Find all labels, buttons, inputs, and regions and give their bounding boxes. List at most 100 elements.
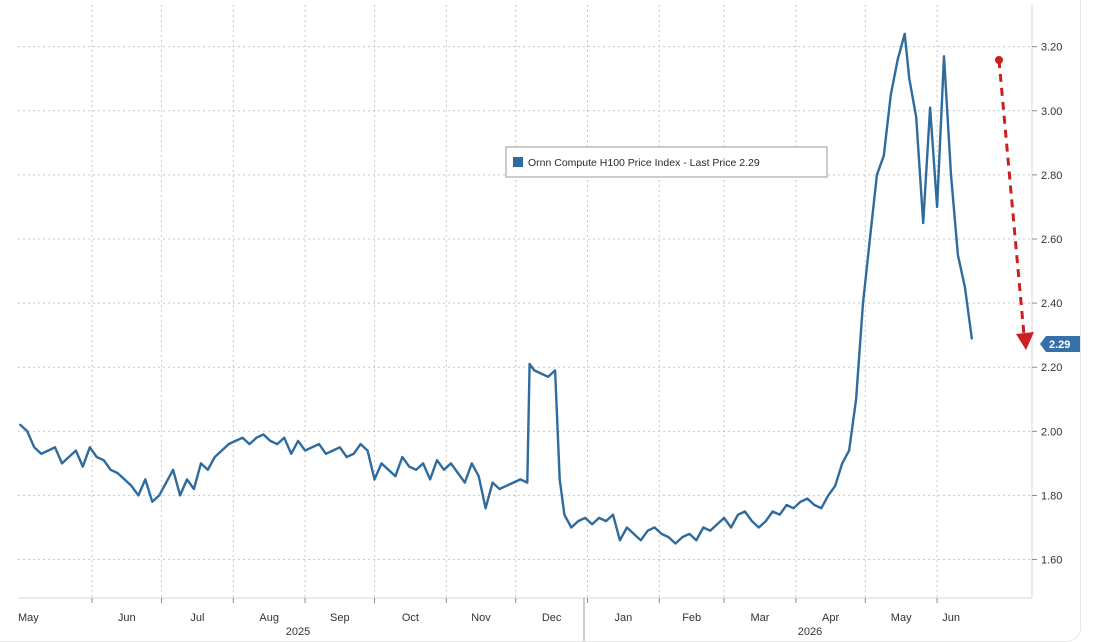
data-point: [577, 520, 580, 522]
y-tick-labels: 1.60 1.80 2.00 2.20 2.40 2.60 2.80 3.00 3.20: [1032, 42, 1062, 567]
data-point: [855, 398, 857, 401]
legend-box: [505, 146, 828, 178]
data-point: [151, 500, 154, 503]
data-point: [366, 449, 369, 452]
data-point: [519, 478, 522, 481]
data-point: [463, 481, 466, 484]
data-point: [33, 446, 36, 449]
x-tick-label: Nov: [471, 612, 491, 624]
data-point: [227, 443, 230, 445]
data-point: [241, 436, 244, 439]
y-tick-label: 2.40: [1041, 298, 1062, 310]
data-point: [331, 449, 334, 452]
data-point: [570, 526, 573, 529]
data-point: [702, 526, 705, 529]
data-point: [165, 481, 168, 484]
data-point: [619, 539, 621, 542]
data-point: [681, 536, 684, 538]
data-point: [415, 468, 418, 471]
data-point: [533, 369, 536, 372]
data-point: [345, 456, 348, 458]
data-point: [799, 500, 802, 503]
data-point: [950, 174, 952, 176]
data-point: [908, 77, 911, 80]
data-point: [957, 254, 959, 256]
data-point: [179, 494, 182, 497]
badge-shape: [1040, 336, 1080, 352]
data-point: [304, 449, 306, 452]
y-tick-label: 2.60: [1041, 234, 1062, 246]
legend: Ornn Compute H100 Price Index - Last Pri…: [505, 146, 828, 178]
x-tick-label: Sep: [330, 612, 350, 624]
x-tick-label: Aug: [259, 612, 279, 624]
data-point: [68, 456, 70, 458]
data-point: [744, 510, 746, 513]
x-tick-label: May: [18, 612, 39, 624]
data-point: [813, 504, 816, 506]
data-point: [394, 475, 397, 478]
x-tick-labels: May Jun Jul Aug Sep Oct Nov Dec Jan Feb Mar Apr May J…: [18, 598, 960, 624]
data-point: [297, 440, 299, 442]
data-point: [262, 433, 265, 436]
data-point: [137, 494, 140, 497]
data-point: [123, 478, 126, 481]
data-point: [862, 302, 864, 304]
data-point: [820, 507, 823, 510]
trend-arrow: [995, 56, 1034, 350]
data-point: [667, 536, 670, 538]
data-point: [841, 462, 844, 465]
data-point: [757, 526, 760, 529]
data-point: [730, 526, 732, 529]
data-point: [929, 106, 931, 109]
data-point: [130, 484, 133, 487]
data-point: [827, 494, 830, 497]
data-point: [970, 337, 973, 340]
data-point: [876, 174, 878, 176]
data-point: [422, 462, 424, 465]
data-point: [806, 497, 809, 500]
data-point: [213, 456, 216, 458]
data-point: [325, 452, 327, 455]
data-point: [716, 523, 719, 526]
data-point: [964, 286, 966, 288]
data-point: [674, 542, 677, 545]
data-point: [186, 478, 188, 481]
data-point: [311, 446, 313, 449]
data-point: [943, 55, 945, 58]
data-point: [283, 436, 286, 439]
x-tick-label: Jun: [942, 612, 960, 624]
data-point: [737, 513, 739, 516]
data-point: [554, 369, 556, 372]
data-point: [834, 484, 837, 487]
data-point: [505, 484, 508, 487]
y-tick-label: 2.20: [1041, 362, 1062, 374]
data-point: [401, 456, 404, 458]
data-point: [922, 222, 925, 224]
grid-layer: [18, 5, 1032, 598]
data-point: [605, 520, 607, 522]
data-point: [172, 468, 175, 471]
arrow-shaft: [997, 59, 1026, 336]
data-point: [248, 443, 251, 445]
data-point: [639, 539, 642, 542]
data-point: [338, 446, 341, 449]
data-point: [269, 440, 272, 442]
data-point: [443, 468, 445, 471]
data-point: [436, 459, 438, 462]
data-point: [547, 375, 550, 378]
x-tick-label: Jun: [118, 612, 136, 624]
data-point: [144, 478, 147, 481]
data-point: [116, 472, 119, 474]
data-point: [764, 520, 767, 522]
data-point: [709, 529, 712, 532]
data-point: [491, 481, 494, 484]
year-label-2025: 2025: [286, 626, 310, 638]
data-point: [255, 436, 258, 439]
data-point: [785, 504, 788, 506]
data-point: [429, 478, 431, 481]
data-point: [220, 449, 223, 452]
x-tick-label: Feb: [682, 612, 701, 624]
x-tick-label: May: [891, 612, 912, 624]
data-point: [498, 488, 501, 490]
